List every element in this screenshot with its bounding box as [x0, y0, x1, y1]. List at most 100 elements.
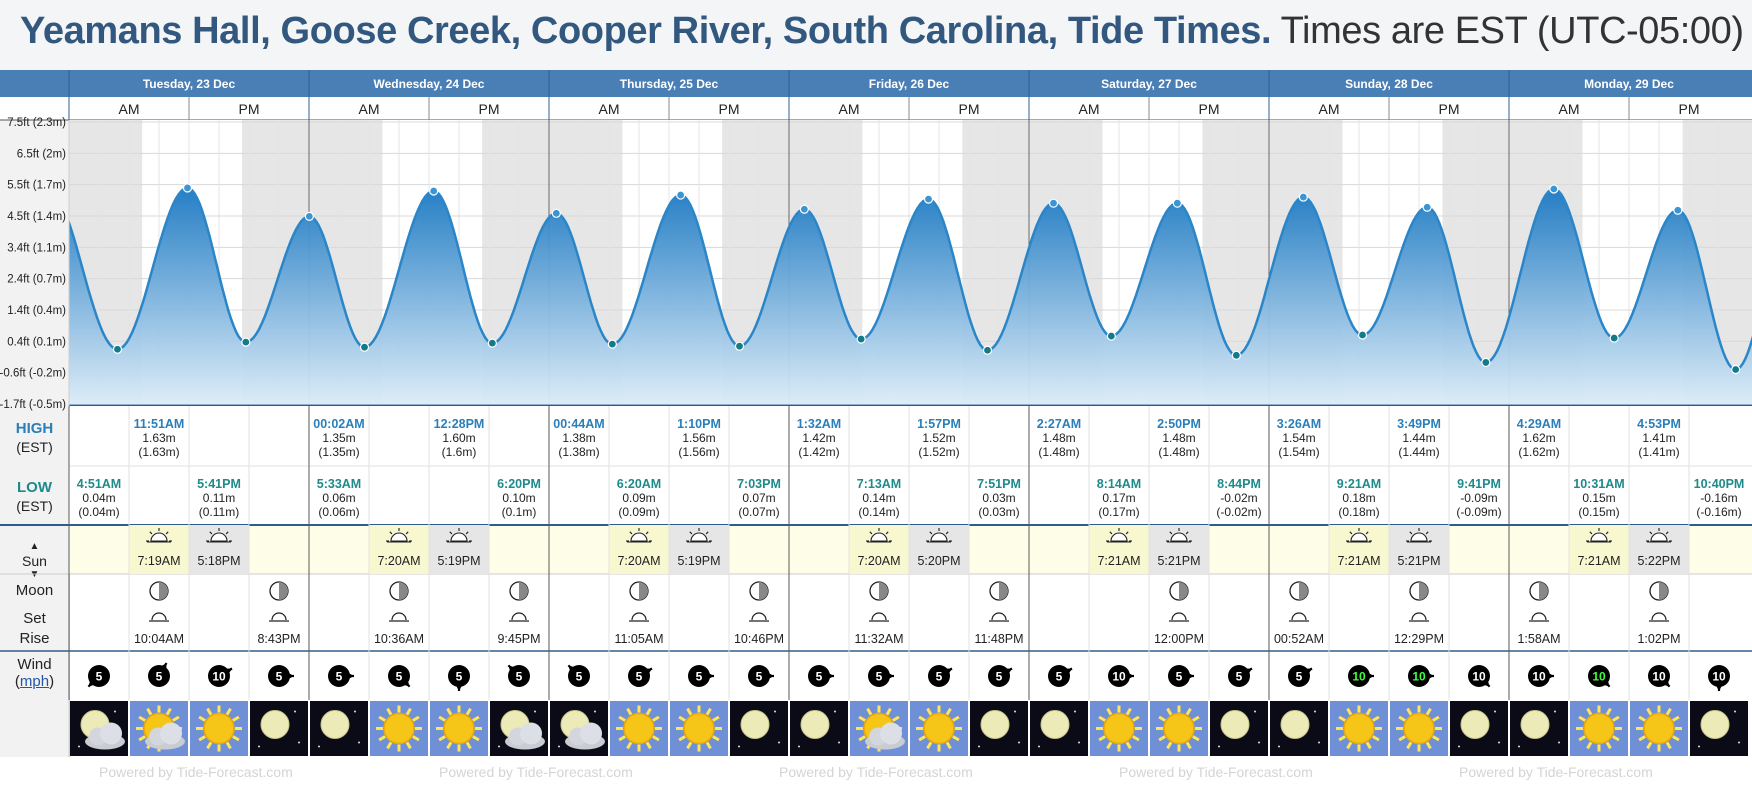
low-tide-point [487, 338, 497, 348]
low-tide-time: 5:41PM [197, 477, 241, 491]
am-label: AM [359, 101, 380, 117]
low-tide-point [982, 345, 993, 355]
low-tide-point [241, 337, 251, 347]
moonset-icon [869, 612, 889, 622]
sunrise-time: 7:21AM [1337, 554, 1380, 568]
low-tide-time: 6:20AM [617, 477, 661, 491]
am-label: AM [1079, 101, 1100, 117]
sunset-time: 5:20PM [917, 554, 960, 568]
wind-indicator [208, 665, 233, 687]
sun-icon [1630, 701, 1688, 756]
sun-label: Sun [22, 553, 47, 569]
pm-label: PM [1439, 101, 1460, 117]
wind-speed: 5 [1236, 670, 1243, 684]
high-tide-point [1673, 205, 1683, 215]
wind-speed: 10 [1352, 670, 1366, 684]
sunrise-icon [1586, 528, 1612, 543]
wind-speed: 5 [276, 670, 283, 684]
wind-unit-link[interactable]: mph [19, 673, 50, 690]
wind-speed: 5 [1296, 670, 1303, 684]
wind-label: Wind [17, 656, 52, 673]
wind-indicator [328, 665, 354, 687]
pm-label: PM [479, 101, 500, 117]
moon-phase-icon [389, 581, 409, 601]
high-tide-height: 1.44m [1402, 431, 1435, 445]
sun-icon [1390, 701, 1448, 756]
sunset-icon [1646, 528, 1672, 543]
wind-indicator [567, 664, 590, 687]
high-tide-time: 1:10PM [677, 417, 721, 431]
wind-speed: 10 [1532, 670, 1546, 684]
sunset-icon [686, 528, 712, 543]
moon-event-time: 11:05AM [614, 632, 663, 646]
y-axis-tick-label: -0.6ft (-0.2m) [0, 368, 66, 380]
sun-icon [1330, 701, 1388, 756]
moon-cloud-icon [490, 701, 548, 756]
footer-credit: Powered by Tide-Forecast.com [1459, 764, 1653, 780]
low-tide-point [1357, 330, 1368, 340]
sun-icon [1570, 701, 1628, 756]
day-header-label: Thursday, 25 Dec [620, 77, 719, 91]
wind-indicator [1528, 665, 1554, 687]
low-tide-height-alt: (0.11m) [199, 505, 239, 519]
low-tide-height: -0.16m [1700, 491, 1737, 505]
low-tide-height: 0.11m [203, 491, 235, 505]
sunset-icon [1406, 528, 1432, 543]
high-tide-height: 1.48m [1162, 431, 1195, 445]
sun-cloud-icon [130, 701, 188, 756]
low-tide-time: 7:03PM [737, 477, 781, 491]
am-label: AM [599, 101, 620, 117]
low-tide-height-alt: (-0.02m) [1216, 505, 1261, 519]
low-tide-height-alt: (0.06m) [318, 505, 359, 519]
low-label: LOW [17, 479, 52, 496]
low-tide-height: 0.04m [82, 491, 115, 505]
low-tide-point [112, 344, 123, 354]
high-tide-height: 1.63m [142, 431, 175, 445]
wind-indicator [448, 665, 470, 691]
low-tide-time: 4:51AM [77, 477, 121, 491]
low-tide-height-alt: (0.07m) [738, 505, 779, 519]
sunrise-icon [1346, 528, 1372, 543]
high-tide-point [182, 183, 193, 193]
low-tide-point [1231, 350, 1241, 360]
wind-unit-wrap: (mph) [14, 673, 55, 690]
low-tide-point [607, 339, 617, 349]
moonrise-icon [1289, 612, 1309, 622]
low-tide-height: -0.02m [1220, 491, 1257, 505]
moon-phase-icon [149, 581, 169, 601]
footer-bg [0, 757, 1752, 787]
wind-speed: 5 [816, 670, 823, 684]
moon-phase-icon [869, 581, 889, 601]
sunrise-time: 7:20AM [857, 554, 900, 568]
sun-up-arrow-icon: ▲ [29, 541, 40, 552]
day-header-label: Wednesday, 24 Dec [374, 77, 485, 91]
sunrise-icon [146, 528, 172, 543]
low-tide-time: 8:44PM [1217, 477, 1261, 491]
high-tide-time: 00:02AM [313, 417, 364, 431]
moon-icon [790, 701, 848, 756]
am-label: AM [119, 101, 140, 117]
moonset-icon [1649, 612, 1669, 622]
moon-cloud-icon [550, 701, 608, 756]
high-tide-height: 1.41m [1642, 431, 1675, 445]
moon-event-time: 11:32AM [854, 632, 903, 646]
sunset-time: 5:21PM [1157, 554, 1200, 568]
sunrise-time: 7:21AM [1577, 554, 1620, 568]
moonrise-icon [509, 612, 529, 622]
high-tide-time: 1:57PM [917, 417, 961, 431]
moon-event-time: 9:45PM [497, 632, 540, 646]
wind-speed: 10 [1412, 670, 1426, 684]
low-tide-height-alt: (0.03m) [978, 505, 1019, 519]
high-tide-point [1172, 198, 1182, 208]
high-tide-height: 1.60m [442, 431, 475, 445]
wind-speed: 5 [516, 670, 523, 684]
high-tide-point [304, 211, 314, 221]
wind-indicator [1468, 665, 1491, 688]
sunrise-time: 7:20AM [617, 554, 660, 568]
pm-label: PM [239, 101, 260, 117]
sun-icon [910, 701, 968, 756]
low-tide-time: 10:31AM [1573, 477, 1624, 491]
low-tide-point [1481, 357, 1491, 368]
high-tide-height: 1.54m [1282, 431, 1315, 445]
footer-credit: Powered by Tide-Forecast.com [779, 764, 973, 780]
